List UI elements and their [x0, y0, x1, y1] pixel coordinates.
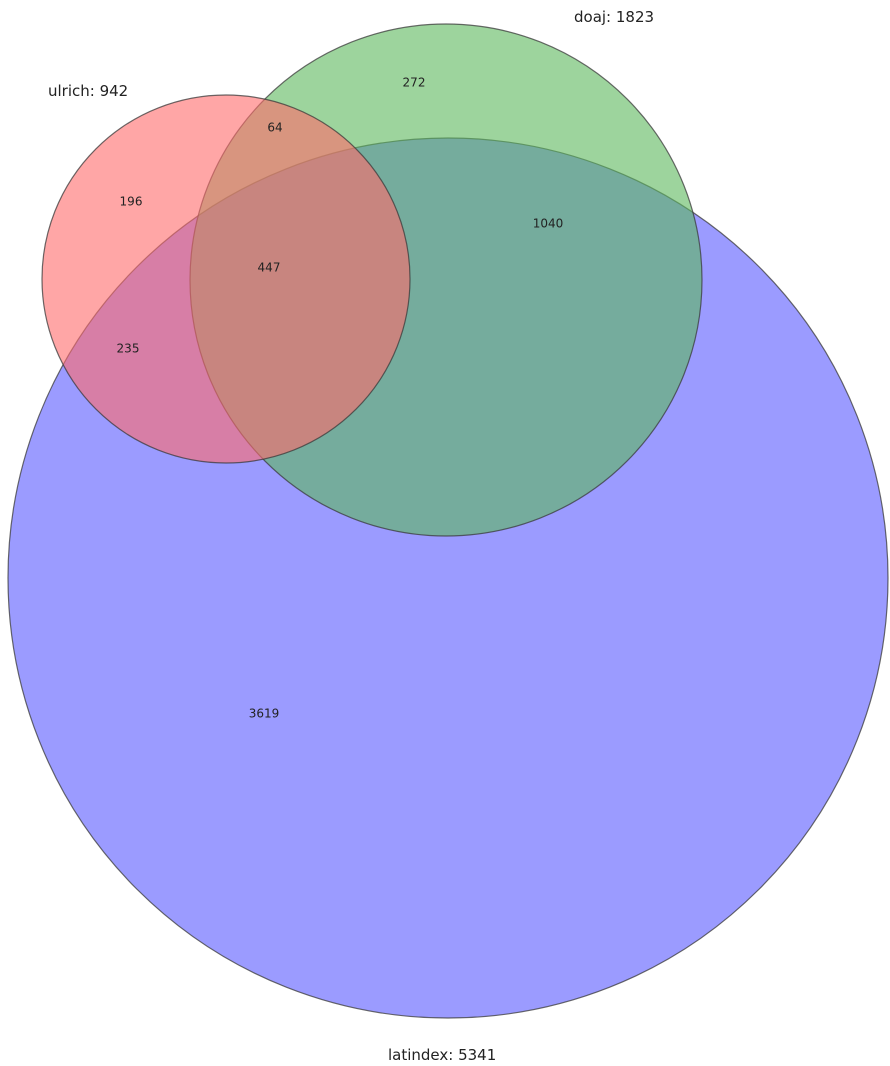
region-ulrich-latindex: 235: [117, 342, 140, 356]
region-ulrich-doaj: 64: [267, 121, 282, 135]
region-latindex-only: 3619: [249, 707, 280, 721]
region-doaj-only: 272: [403, 76, 426, 90]
region-ulrich-only: 196: [120, 195, 143, 209]
latindex-set-label: latindex: 5341: [388, 1046, 496, 1064]
region-doaj-latindex: 1040: [533, 217, 564, 231]
ulrich-circle: [41, 94, 411, 464]
ulrich-set-label: ulrich: 942: [48, 82, 128, 100]
region-all-three: 447: [258, 261, 281, 275]
doaj-set-label: doaj: 1823: [574, 8, 654, 26]
